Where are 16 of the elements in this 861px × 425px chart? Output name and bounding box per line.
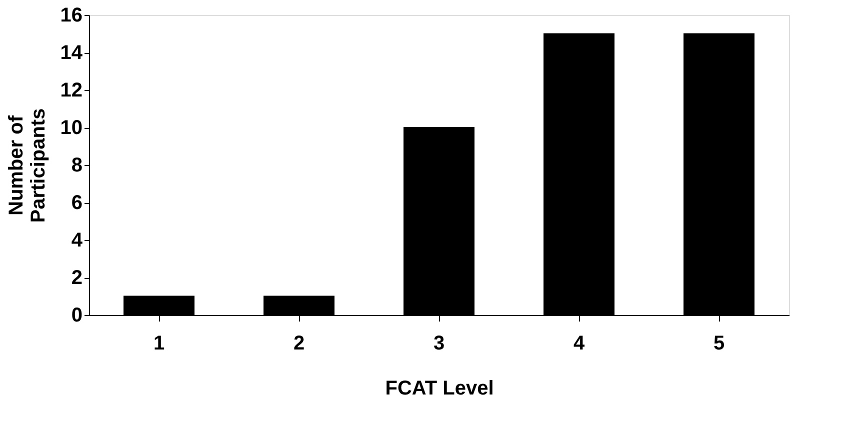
x-tick-label: 2 [293, 332, 305, 354]
y-tick-label: 0 [71, 304, 82, 326]
y-tick-label: 8 [71, 154, 82, 176]
y-tick-label: 14 [60, 42, 84, 64]
x-axis-title: FCAT Level [385, 378, 494, 400]
y-tick-label: 10 [60, 117, 82, 139]
x-tick-label: 1 [153, 332, 165, 354]
y-tick-label: 16 [60, 4, 82, 26]
x-tick-label: 3 [433, 332, 445, 354]
y-tick-label: 4 [71, 230, 84, 252]
x-tick-label: 5 [713, 332, 725, 354]
y-tick-label: 12 [60, 80, 82, 102]
x-tick-label: 4 [573, 332, 586, 354]
y-tick-label: 2 [71, 267, 82, 289]
y-tick-label: 6 [71, 192, 82, 214]
y-axis-title: Number of Participants [5, 108, 50, 223]
